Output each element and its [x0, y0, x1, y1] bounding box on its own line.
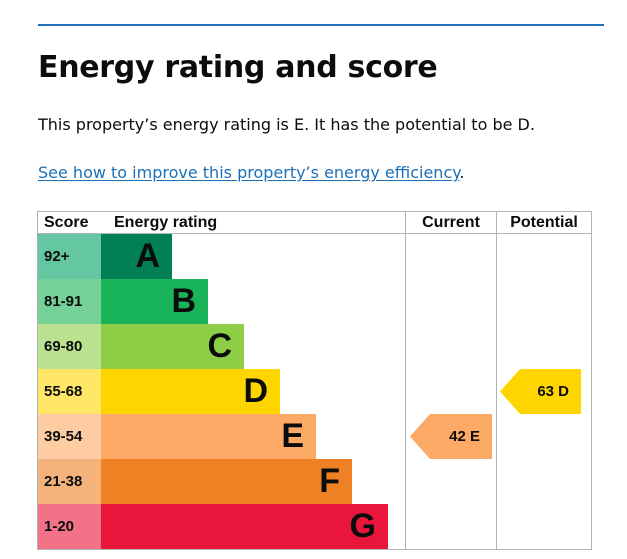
band-bar: E	[101, 414, 316, 459]
band-bar: A	[101, 234, 172, 279]
header-energy-rating: Energy rating	[114, 214, 218, 231]
improve-link-paragraph: See how to improve this property’s energ…	[38, 162, 465, 184]
current-rating-arrow: 42 E	[410, 414, 492, 459]
link-suffix: .	[459, 163, 465, 182]
header-score: Score	[44, 214, 89, 231]
header-current: Current	[422, 214, 480, 231]
header-potential: Potential	[510, 214, 578, 231]
potential-rating-arrow: 63 D	[500, 369, 581, 414]
band-bar: D	[101, 369, 280, 414]
energy-rating-chart: Score Energy rating Current Potential 92…	[37, 211, 592, 550]
band-score: 1-20	[38, 504, 101, 549]
band-letter: C	[207, 327, 232, 365]
band-score: 69-80	[38, 324, 101, 369]
improve-efficiency-link[interactable]: See how to improve this property’s energ…	[38, 163, 460, 182]
band-bar: C	[101, 324, 244, 369]
band-score: 81-91	[38, 279, 101, 324]
page-title: Energy rating and score	[38, 50, 438, 85]
band-bar: G	[101, 504, 388, 549]
band-letter: G	[349, 507, 376, 545]
current-column-divider	[405, 211, 406, 549]
band-letter: E	[281, 417, 304, 455]
band-bar: B	[101, 279, 208, 324]
section-divider	[38, 24, 604, 26]
band-letter: A	[135, 237, 160, 275]
chart-frame	[37, 211, 592, 550]
band-score: 92+	[38, 234, 101, 279]
band-score: 39-54	[38, 414, 101, 459]
header-divider	[37, 233, 591, 234]
band-score: 55-68	[38, 369, 101, 414]
band-bar: F	[101, 459, 352, 504]
band-letter: D	[243, 372, 268, 410]
rating-summary: This property’s energy rating is E. It h…	[38, 115, 535, 134]
band-score: 21-38	[38, 459, 101, 504]
band-letter: B	[171, 282, 196, 320]
potential-column-divider	[496, 211, 497, 549]
band-letter: F	[319, 462, 340, 500]
